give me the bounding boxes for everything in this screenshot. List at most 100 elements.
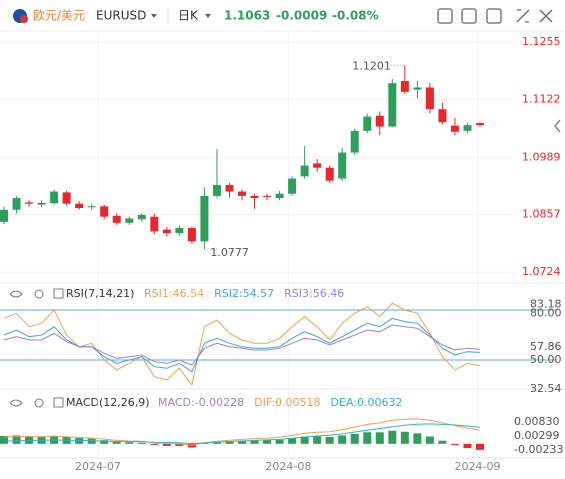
candle-body [350,130,359,153]
candle-body [125,218,134,223]
flag-icon-part [20,15,28,23]
candle-body [250,195,259,199]
candle-body [400,80,409,92]
macd-bar [0,435,8,444]
candle-body [37,202,46,205]
candle-body [100,206,109,217]
candle-body [325,167,334,181]
last-price: 1.1063 [224,9,270,23]
macd-bar [75,438,84,444]
candle-body [137,214,146,220]
candle-body [288,178,297,194]
rsi-tick-label: 83.18 [530,298,562,311]
macd-title: MACD(12,26,9) [66,396,150,409]
rsi-line [3,302,481,387]
macd-tick-label: 0.00830 [514,415,560,428]
eye-icon[interactable] [9,290,23,298]
legend-entry: DEA:0.00632 [331,396,403,409]
collapse-arrow[interactable] [554,119,561,133]
macd-bar [288,438,297,444]
candle-body [425,87,434,110]
macd-bar [413,433,422,444]
macd-bar [300,436,309,444]
macd-bar [125,442,134,444]
candle-body [25,202,34,204]
draw-tool-button[interactable] [437,8,453,24]
y-tick-label: 1.0724 [522,265,561,278]
candle-body [112,215,121,223]
candle-body [476,123,484,126]
candle-body [363,116,372,131]
symbol-cn[interactable]: 欧元/美元 [33,9,85,23]
symbol[interactable]: EURUSD [96,9,146,23]
close-button[interactable] [539,9,553,23]
candle-body [238,191,246,196]
macd-bar [12,435,21,444]
macd-bar [400,431,409,444]
legend-entry: RSI1:46.54 [144,287,204,300]
candle-body [87,206,96,208]
candle-body [200,195,209,242]
macd-tick-label: 0.00299 [514,429,560,442]
macd-line [3,423,481,445]
macd-bar [313,436,322,444]
options-icon[interactable] [53,397,64,408]
macd-bar [476,443,484,450]
macd-bar [450,443,459,445]
macd-bar [162,443,171,446]
macd-bar [425,436,434,444]
macd-bar [375,432,384,444]
macd-bar [363,432,372,444]
y-tick-label: 1.1255 [522,35,561,48]
candle-body [175,227,184,234]
macd-bar [463,443,472,449]
candle-body [12,198,21,210]
rsi-line [3,324,481,366]
candle-body [300,165,309,177]
rsi-title: RSI(7,14,21) [66,287,134,300]
options-icon[interactable] [53,288,64,299]
settings-icon[interactable] [34,398,44,408]
dropdown-arrow[interactable] [205,14,211,18]
macd-bar [175,443,184,446]
legend-entry: MACD:-0.00228 [158,396,244,409]
candle-body [438,109,447,123]
legend-entry: RSI2:54.57 [214,287,274,300]
dropdown-arrow[interactable] [151,14,157,18]
fullscreen-button[interactable] [516,9,530,23]
eye-icon[interactable] [9,399,23,407]
macd-line [3,418,481,446]
candle-body [388,83,397,127]
y-tick-label: 1.0857 [522,208,561,221]
compare-button[interactable] [486,8,502,24]
rsi-tick-label: 32.54 [530,382,562,395]
period[interactable]: 日K [178,9,199,23]
candle-body [225,185,234,192]
candle-body [162,229,171,234]
candle-body [212,185,221,196]
price-change: -0.0009 [276,9,327,23]
macd-bar [350,433,359,444]
macd-bar [238,440,246,444]
candle-body [75,203,84,209]
macd-bar [87,438,96,444]
legend-entry: RSI3:56.46 [284,287,344,300]
y-tick-label: 1.0989 [522,150,561,163]
macd-bar [250,440,259,444]
candle-body [50,191,59,204]
candle-body [263,195,272,197]
x-tick-label: 2024-08 [265,460,311,473]
candle-body [187,227,196,242]
settings-icon[interactable] [34,289,44,299]
macd-bar [325,437,334,444]
macd-bar [137,442,146,444]
macd-bar [438,440,447,444]
macd-bar [200,443,209,444]
candle-body [375,115,384,127]
indicator-button[interactable] [461,8,477,24]
rsi-tick-label: 50.00 [530,353,562,366]
macd-bar [112,441,121,444]
candle-body [338,152,347,179]
rsi-tick-label: 80.00 [530,307,562,320]
